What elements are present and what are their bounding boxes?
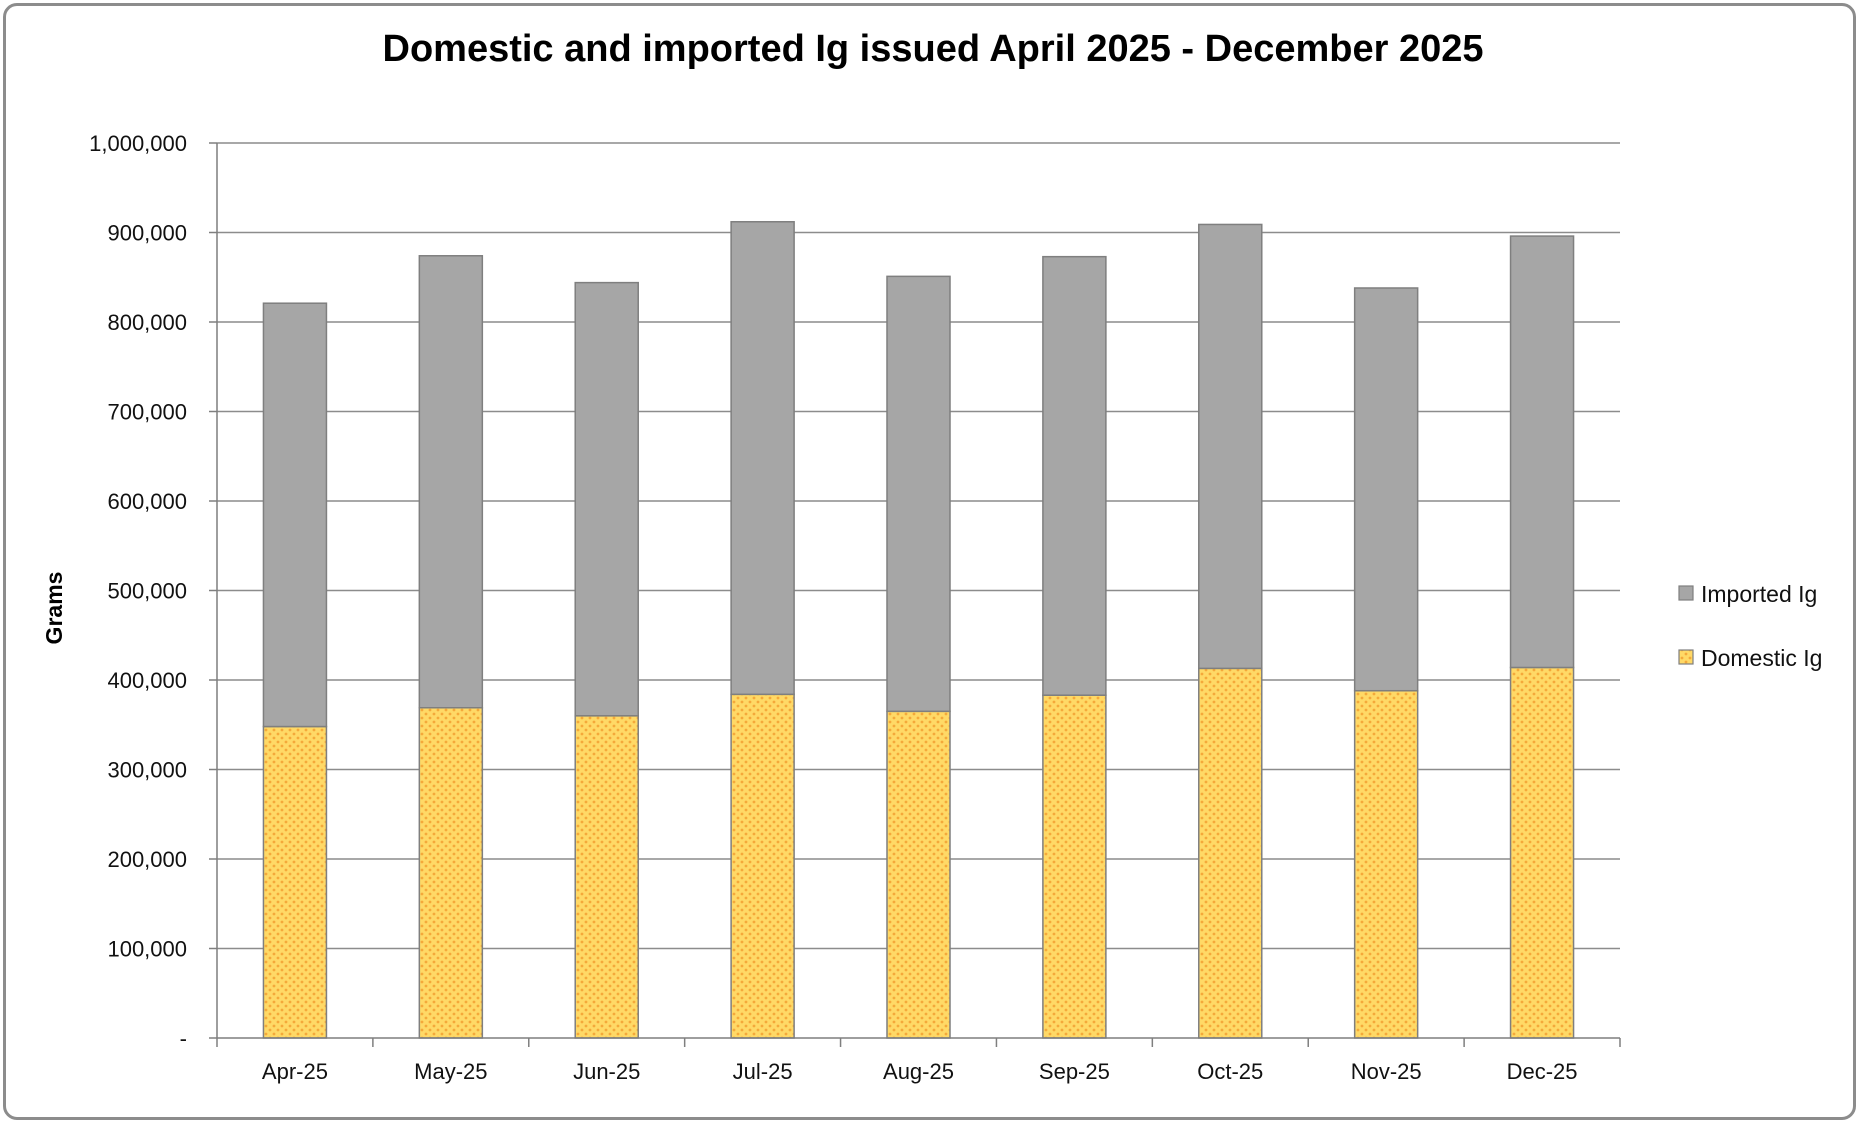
y-tick-label: 600,000 — [107, 489, 187, 514]
bar-domestic-Aug-25 — [886, 710, 951, 1039]
bar-imported-Nov-25 — [1353, 287, 1419, 692]
bar-domestic-Oct-25 — [1198, 667, 1263, 1039]
bars — [262, 221, 1575, 1039]
x-tick-label: Jun-25 — [573, 1059, 640, 1084]
legend-label: Imported Ig — [1701, 581, 1817, 607]
y-tick-label: - — [180, 1026, 187, 1051]
y-tick-label: 900,000 — [107, 221, 187, 246]
bar-domestic-Dec-25 — [1509, 666, 1575, 1039]
bar-imported-Oct-25 — [1198, 223, 1263, 670]
bar-imported-Jun-25 — [574, 281, 639, 717]
axes: - 100,000 200,000 300,000 400,000 500,000 600,… — [89, 131, 1621, 1084]
bar-imported-May-25 — [418, 255, 484, 709]
x-tick-label: Sep-25 — [1039, 1059, 1110, 1084]
y-tick-label: 200,000 — [107, 847, 187, 872]
y-tick-label: 800,000 — [107, 310, 187, 335]
legend-label: Domestic Ig — [1701, 645, 1822, 671]
bar-imported-Sep-25 — [1042, 255, 1107, 696]
x-tick-label: Apr-25 — [262, 1059, 328, 1084]
y-tick-label: 500,000 — [107, 579, 187, 604]
x-tick-label: Aug-25 — [883, 1059, 954, 1084]
x-tick-label: Nov-25 — [1351, 1059, 1422, 1084]
y-tick-label: 400,000 — [107, 668, 187, 693]
legend: Imported Ig Domestic Ig — [1678, 581, 1822, 671]
y-tick-label: 100,000 — [107, 937, 187, 962]
bar-domestic-Nov-25 — [1353, 689, 1419, 1039]
x-tick-label: Jul-25 — [733, 1059, 793, 1084]
y-tick-label: 700,000 — [107, 400, 187, 425]
y-axis-label: Grams — [41, 572, 67, 645]
x-tick-label: Oct-25 — [1197, 1059, 1263, 1084]
legend-swatch — [1678, 585, 1694, 601]
y-tick-label: 300,000 — [107, 758, 187, 783]
bar-domestic-May-25 — [418, 706, 484, 1039]
bar-imported-Aug-25 — [886, 275, 951, 713]
bar-imported-Jul-25 — [730, 221, 795, 696]
bar-domestic-Apr-25 — [262, 725, 328, 1039]
x-tick-label: May-25 — [414, 1059, 487, 1084]
bar-imported-Dec-25 — [1509, 235, 1575, 669]
bar-domestic-Sep-25 — [1042, 694, 1107, 1039]
bar-imported-Apr-25 — [262, 302, 328, 728]
x-tick-label: Dec-25 — [1507, 1059, 1578, 1084]
bar-domestic-Jul-25 — [730, 693, 795, 1039]
bar-domestic-Jun-25 — [574, 715, 639, 1039]
chart-title: Domestic and imported Ig issued April 20… — [383, 28, 1484, 70]
y-tick-label: 1,000,000 — [89, 131, 187, 156]
legend-swatch — [1678, 649, 1694, 665]
